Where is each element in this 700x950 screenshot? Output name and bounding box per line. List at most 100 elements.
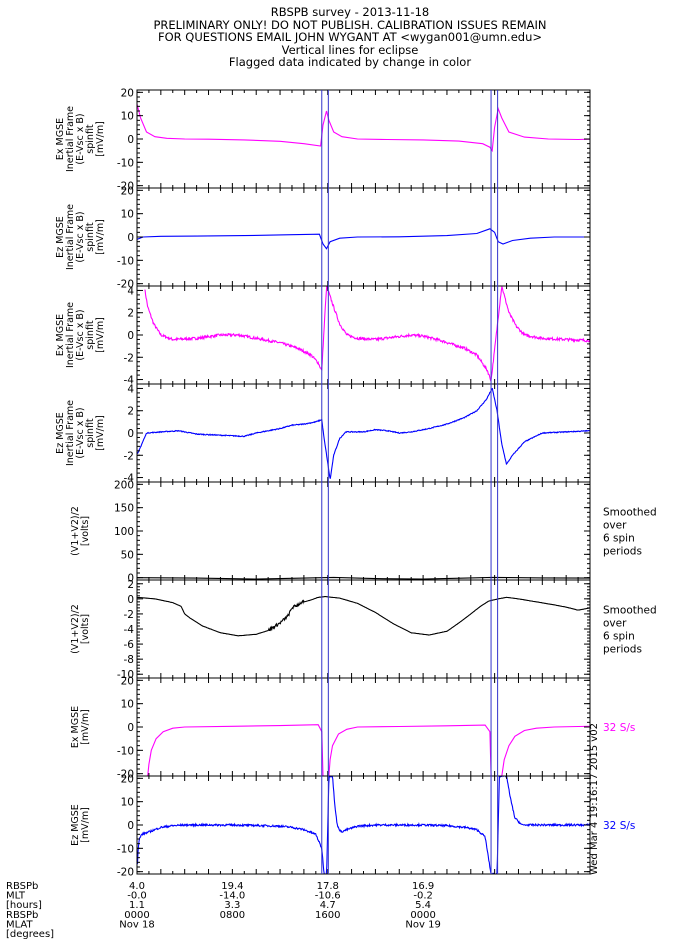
side-annotation: Smoothed	[603, 605, 657, 617]
y-tick-label: 0	[127, 722, 134, 734]
panel-frame	[136, 285, 591, 385]
y-axis-label: spinfit	[85, 124, 96, 154]
data-trace-3	[144, 286, 590, 382]
y-axis-label: (E-Vsc x B)	[75, 407, 86, 458]
footer-tick-value: 17.8	[317, 881, 339, 892]
y-axis-label: (E-Vsc x B)	[75, 211, 86, 262]
footer-row-label: MLAT	[6, 919, 33, 930]
y-axis-label: [volts]	[80, 614, 91, 644]
y-tick-label: -2	[124, 352, 134, 364]
panel-frame	[136, 579, 591, 679]
footer-tick-value: 1600	[315, 910, 340, 921]
y-axis-label: (E-Vsc x B)	[75, 309, 86, 360]
y-axis-label: [volts]	[80, 516, 91, 546]
y-axis-label: [mV/m]	[95, 219, 106, 255]
y-tick-label: 10	[121, 699, 134, 711]
footer-tick-value: 16.9	[412, 881, 434, 892]
footer-row-label: MLT	[6, 891, 26, 902]
y-axis-label: Ex MGSE	[55, 314, 66, 356]
y-tick-label: 10	[121, 111, 134, 123]
y-tick-label: -10	[117, 157, 134, 169]
footer-tick-value: Nov 19	[405, 919, 440, 930]
footer-tick-value: -0.0	[127, 891, 147, 902]
y-axis-label: [mV/m]	[95, 121, 106, 157]
data-trace-7	[147, 724, 590, 776]
panel-frame	[136, 481, 591, 581]
side-annotation: Smoothed	[603, 507, 657, 519]
y-axis-label: spinfit	[85, 320, 96, 350]
eclipse-note: Vertical lines for eclipse	[281, 42, 419, 57]
y-tick-label: 2	[127, 308, 134, 320]
warning-line: PRELIMINARY ONLY! DO NOT PUBLISH. CALIBR…	[153, 17, 547, 32]
y-tick-label: 4	[127, 285, 134, 297]
footer-row-label: RBSPb	[6, 910, 38, 921]
y-tick-label: 20	[121, 185, 134, 197]
version-stamp: Wed Mar 4 19:16:17 2015 v02	[589, 723, 600, 875]
y-tick-label: 0	[127, 428, 134, 440]
side-annotation: over	[603, 520, 627, 532]
y-tick-label: 20	[121, 773, 134, 785]
footer-tick-value: 5.4	[415, 900, 431, 911]
chart-header: RBSPB survey - 2013-11-18 PRELIMINARY ON…	[0, 6, 700, 69]
footer-tick-value: -10.6	[315, 891, 341, 902]
y-axis-label: Inertial Frame	[65, 400, 76, 466]
flag-note: Flagged data indicated by change in colo…	[228, 55, 472, 69]
panel-8: -20 -10 0 10 20 Ez MGSE [mV/m] 32 S/s	[70, 773, 635, 878]
footer-row-label: [degrees]	[6, 929, 54, 940]
panel-7: -20 -10 0 10 20 Ex MGSE [mV/m] 32 S/s	[70, 675, 635, 780]
y-tick-label: 4	[127, 383, 134, 395]
y-tick-label: 20	[121, 87, 134, 99]
y-axis-label: (V1+V2)/2	[70, 604, 81, 654]
y-axis-label: Ez MGSE	[70, 804, 81, 846]
y-tick-label: 0	[127, 232, 134, 244]
y-tick-label: -20	[117, 279, 134, 291]
y-axis-label: spinfit	[85, 222, 96, 252]
y-tick-label: -8	[124, 654, 134, 666]
panel-3: -4 -2 0 2 4 Ex MGSE Inertial Frame (E-Vsc x B) s…	[55, 285, 591, 387]
y-tick-label: -2	[124, 450, 134, 462]
y-tick-label: -20	[117, 769, 134, 781]
footer-tick-value: 3.3	[224, 900, 240, 911]
y-axis-label: (E-Vsc x B)	[75, 113, 86, 164]
y-axis-label: Inertial Frame	[65, 106, 76, 172]
side-annotation: 6 spin	[603, 533, 635, 545]
panel-6: -10 -8 -6 -4 -2 0 2 (V1+V2)/2 [volts] Smoothedove…	[70, 579, 657, 681]
footer-tick-value: 1.1	[129, 900, 145, 911]
panel-frame	[136, 383, 591, 483]
footer-tick-value: 0000	[124, 910, 149, 921]
y-tick-label: -20	[117, 867, 134, 879]
y-tick-label: 20	[121, 675, 134, 687]
data-trace-8	[137, 776, 590, 874]
side-annotation: 32 S/s	[603, 820, 635, 832]
panel-4: -4 -2 0 2 4 Ez MGSE Inertial Frame (E-Vsc x B) s…	[55, 383, 591, 485]
y-axis-label: [mV/m]	[95, 415, 106, 451]
data-trace-2	[137, 228, 590, 250]
y-tick-label: -4	[124, 375, 135, 387]
y-tick-label: 200	[114, 479, 134, 491]
y-tick-label: 50	[121, 549, 134, 561]
footer-tick-value: 0800	[220, 910, 245, 921]
y-tick-label: -10	[117, 843, 134, 855]
y-tick-label: 0	[127, 594, 134, 606]
y-axis-label: Ex MGSE	[70, 706, 81, 748]
y-axis-label: Inertial Frame	[65, 302, 76, 368]
side-annotation: periods	[603, 644, 642, 656]
footer-tick-value: 4.7	[320, 900, 336, 911]
panel-1: -20 -10 0 10 20 Ex MGSE Inertial Frame (E-Vsc x…	[55, 87, 591, 193]
y-tick-label: -2	[124, 609, 134, 621]
y-tick-label: 0	[127, 573, 134, 585]
y-tick-label: -20	[117, 181, 134, 193]
y-tick-label: 100	[114, 526, 134, 538]
y-tick-label: -6	[124, 639, 135, 651]
data-trace-5	[137, 576, 590, 580]
footer-tick-value: -0.2	[413, 891, 433, 902]
footer-tick-value: 19.4	[221, 881, 243, 892]
side-annotation: over	[603, 618, 627, 630]
y-axis-label: spinfit	[85, 418, 96, 448]
side-annotation: periods	[603, 546, 642, 558]
contact-line: FOR QUESTIONS EMAIL JOHN WYGANT AT <wyga…	[157, 30, 542, 44]
data-trace-6	[137, 596, 590, 637]
y-axis-label: Ez MGSE	[55, 412, 66, 454]
y-tick-label: 0	[127, 330, 134, 342]
